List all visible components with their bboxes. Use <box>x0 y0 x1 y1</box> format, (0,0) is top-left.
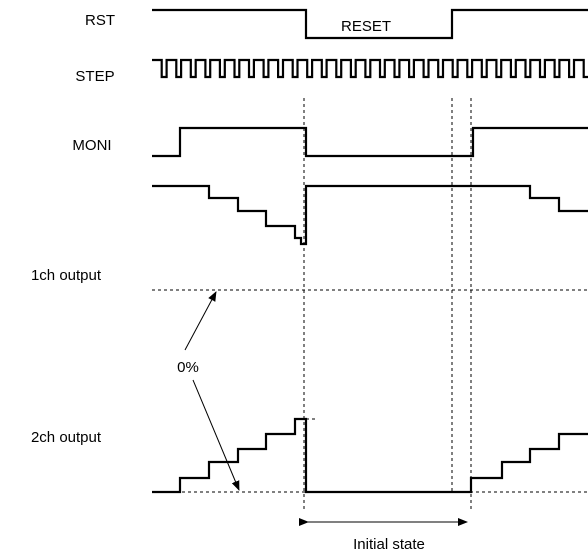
moni-label: MONI <box>72 137 111 154</box>
moni-waveform <box>152 126 588 158</box>
ch2-output-waveform <box>152 417 588 494</box>
ch1-output-waveform <box>152 184 588 246</box>
zero-percent-label: 0% <box>177 359 199 376</box>
step-label: STEP <box>75 68 114 85</box>
ch2-label: 2ch output <box>31 429 102 446</box>
zero-arrow-ch1 <box>184 291 217 351</box>
rst-label: RST <box>85 12 115 29</box>
reset-annotation: RESET <box>341 18 391 35</box>
step-clock-waveform <box>152 58 588 79</box>
rst-waveform <box>152 8 588 40</box>
ch1-label: 1ch output <box>31 267 102 284</box>
initial-state-label: Initial state <box>353 536 425 553</box>
zero-arrow-ch2 <box>192 379 240 491</box>
